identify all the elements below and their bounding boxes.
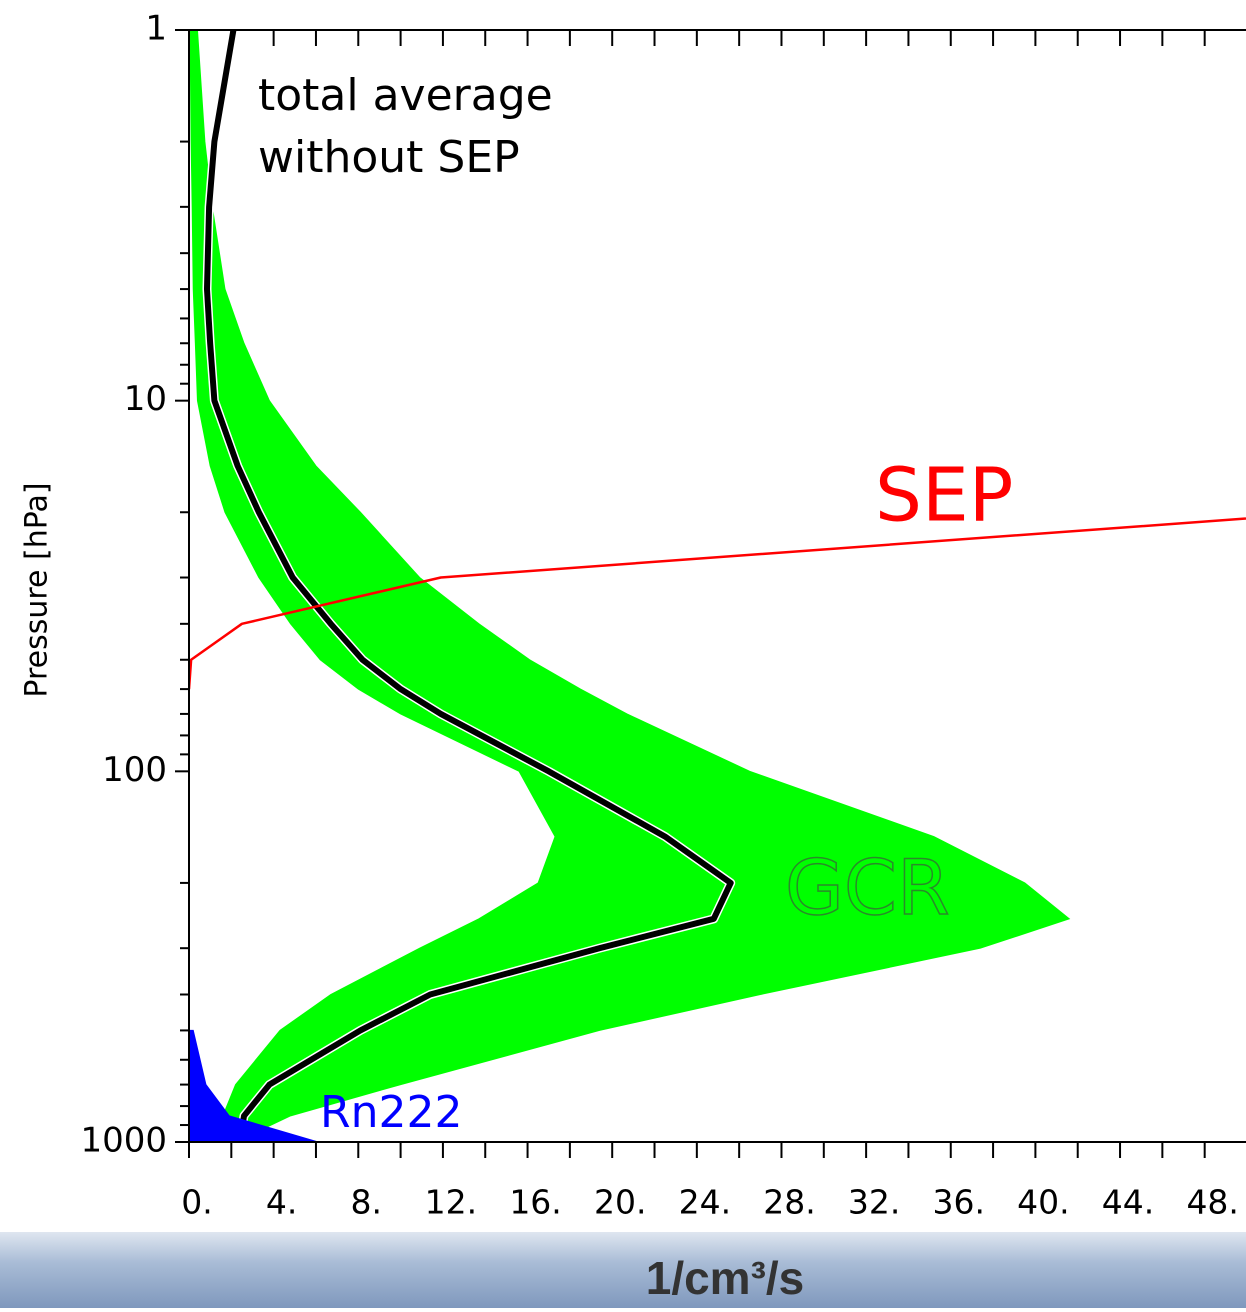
x-tick-label: 40. [1017,1183,1069,1222]
series-label: SEP [875,453,1013,539]
band-label: GCR [785,843,950,932]
line [203,30,734,1142]
x-tick-label: 16. [509,1183,561,1222]
y-tick-label: 10 [124,379,167,419]
annotation: without SEP [258,132,520,183]
annotation: total average [258,70,553,121]
x-tick-label: 8. [351,1183,383,1222]
x-tick-label: 44. [1102,1183,1154,1222]
x-tick-label: 12. [425,1183,477,1222]
x-tick-label: 20. [594,1183,646,1222]
x-tick-label: 4. [266,1183,298,1222]
x-tick-label: 28. [763,1183,815,1222]
x-tick-label: 0. [181,1183,213,1222]
area [189,1029,319,1142]
x-tick-label: 36. [933,1183,985,1222]
y-axis-label: Pressure [hPa] [20,482,55,697]
y-tick-label: 100 [102,750,167,790]
footer-band [0,1232,1246,1308]
plot-area [189,30,1246,1142]
x-tick-label: 24. [679,1183,731,1222]
x-axis-label: 1/cm³/s [646,1252,805,1304]
y-tick-label: 1 [145,9,167,49]
series-label: Rn222 [320,1087,462,1138]
x-tick-label: 32. [848,1183,900,1222]
band-area [189,30,1071,1142]
x-tick-label: 48. [1186,1183,1238,1222]
y-tick-label: 1000 [80,1121,167,1161]
line [189,517,1246,690]
axes: 0. 4. 8. 12. 16. 20. 24. 28. 32. 36. 40. 44. 48. 1 10 1… [80,9,1246,1222]
